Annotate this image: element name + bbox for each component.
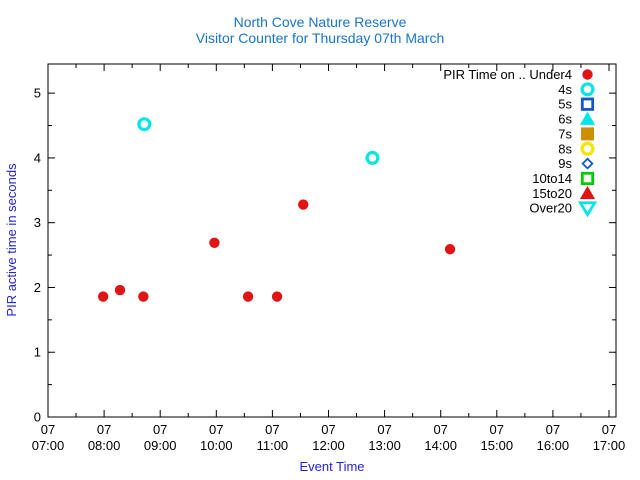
data-point-pir-time-on-under4 — [97, 291, 109, 302]
legend-label: 5s — [558, 97, 572, 112]
marker-triangle-up-icon — [579, 111, 596, 125]
data-point-4s — [137, 117, 152, 132]
x-tick-time-label: 15:00 — [481, 438, 514, 453]
y-tick-label: 1 — [34, 345, 41, 360]
legend-label: 9s — [558, 156, 572, 171]
x-tick-date-label: 07 — [433, 422, 447, 437]
y-tick-label: 3 — [34, 215, 41, 230]
data-point-pir-time-on-under4 — [298, 199, 309, 210]
legend-label: 10to14 — [532, 171, 572, 186]
x-tick-time-label: 14:00 — [424, 438, 457, 453]
x-tick-time-label: 07:00 — [32, 438, 65, 453]
marker-circle-open-icon — [580, 141, 595, 156]
legend: PIR Time on .. Under44s5s6s7s8s9s10to141… — [443, 67, 598, 218]
legend-marker — [581, 157, 594, 170]
marker-circle-filled-icon — [444, 244, 456, 255]
data-point-pir-time-on-under4 — [444, 244, 456, 255]
x-tick-labels: 0707:000708:000709:000710:000711:000712:… — [32, 422, 626, 453]
data-point-pir-time-on-under4 — [138, 291, 149, 302]
x-tick-date-label: 07 — [602, 422, 616, 437]
axis-ticks — [47, 64, 616, 418]
legend-label: 15to20 — [532, 186, 572, 201]
x-tick-date-label: 07 — [377, 422, 391, 437]
data-point-pir-time-on-under4 — [209, 237, 220, 248]
x-tick-date-label: 07 — [490, 422, 504, 437]
data-point-pir-time-on-under4 — [114, 284, 126, 296]
marker-circle-filled-icon — [242, 291, 254, 302]
x-tick-time-label: 13:00 — [368, 438, 401, 453]
legend-label: 8s — [558, 141, 572, 156]
plot-frame — [47, 63, 617, 418]
legend-marker — [580, 82, 595, 97]
marker-diamond-open-icon — [581, 157, 594, 170]
marker-square-filled-icon — [581, 127, 594, 141]
y-axis-title: PIR active time in seconds — [4, 163, 19, 317]
legend-marker — [581, 127, 594, 141]
y-tick-label: 2 — [34, 280, 41, 295]
marker-triangle-down-icon — [577, 201, 598, 218]
data-point-pir-time-on-under4 — [242, 291, 254, 302]
marker-triangle-up-icon — [579, 185, 596, 200]
x-tick-time-label: 17:00 — [593, 438, 626, 453]
marker-square-open-icon — [580, 171, 595, 186]
marker-circle-filled-icon — [114, 284, 126, 296]
y-tick-label: 4 — [34, 150, 41, 165]
marker-circle-open-icon — [580, 82, 595, 97]
x-tick-date-label: 07 — [153, 422, 167, 437]
x-tick-date-label: 07 — [209, 422, 223, 437]
marker-circle-filled-icon — [582, 69, 593, 80]
data-points — [97, 117, 456, 302]
x-tick-time-label: 11:00 — [257, 438, 289, 453]
x-tick-time-label: 16:00 — [537, 438, 570, 453]
marker-circle-filled-icon — [209, 237, 220, 248]
legend-label: 4s — [558, 82, 572, 97]
data-point-4s — [365, 150, 380, 165]
legend-marker — [577, 201, 598, 218]
legend-marker — [579, 111, 596, 125]
x-axis-title: Event Time — [299, 459, 364, 474]
marker-circle-filled-icon — [298, 199, 309, 210]
x-tick-time-label: 08:00 — [88, 438, 121, 453]
x-tick-time-label: 10:00 — [200, 438, 233, 453]
legend-label: Over20 — [529, 201, 572, 216]
legend-label: 6s — [558, 112, 572, 127]
plot-border — [47, 63, 617, 418]
y-tick-labels: 0 1 2 3 4 5 — [34, 86, 41, 425]
data-point-pir-time-on-under4 — [271, 291, 283, 302]
x-tick-date-label: 07 — [97, 422, 111, 437]
y-tick-label: 0 — [34, 410, 41, 425]
chart-title-line1: North Cove Nature Reserve — [234, 14, 407, 30]
x-tick-time-label: 09:00 — [144, 438, 177, 453]
x-tick-date-label: 07 — [546, 422, 560, 437]
marker-square-open-icon — [580, 97, 595, 111]
legend-marker — [580, 97, 595, 111]
legend-marker — [582, 69, 593, 80]
chart-title-line2: Visitor Counter for Thursday 07th March — [196, 30, 445, 46]
y-tick-label: 5 — [34, 86, 41, 101]
marker-circle-filled-icon — [138, 291, 149, 302]
legend-marker — [579, 185, 596, 200]
marker-circle-filled-icon — [97, 291, 109, 302]
x-tick-date-label: 07 — [265, 422, 279, 437]
legend-marker — [580, 141, 595, 156]
legend-marker — [580, 171, 595, 186]
x-tick-time-label: 12:00 — [312, 438, 345, 453]
legend-label: 7s — [558, 126, 572, 141]
marker-circle-filled-icon — [271, 291, 283, 302]
x-tick-date-label: 07 — [41, 422, 55, 437]
x-tick-date-label: 07 — [321, 422, 335, 437]
marker-circle-open-icon — [137, 117, 152, 132]
marker-circle-open-icon — [365, 150, 380, 165]
legend-label: PIR Time on .. Under4 — [443, 67, 572, 82]
